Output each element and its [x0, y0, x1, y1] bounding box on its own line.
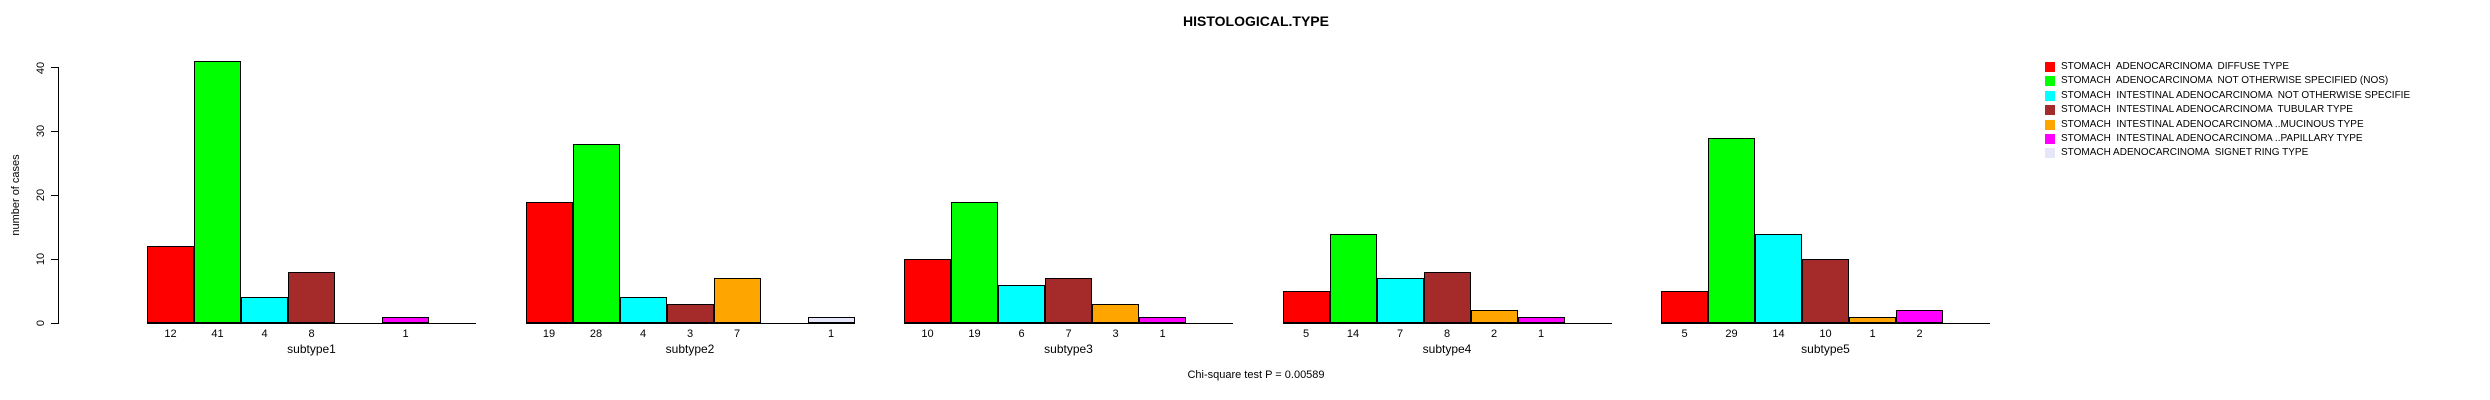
- y-tick-label: 40: [35, 61, 47, 74]
- bar-value-label: 1: [1869, 328, 1876, 340]
- bar-series-1: [1282, 291, 1330, 323]
- bar-value-label: 10: [921, 328, 934, 340]
- bar-series-2: [1708, 138, 1755, 323]
- x-axis-line: [1282, 323, 1612, 324]
- y-axis-label: number of cases: [10, 154, 22, 236]
- bar-series-1: [525, 202, 573, 323]
- chi-square-footnote: Chi-square test P = 0.00589: [1187, 369, 1325, 381]
- bar-value-label: 1: [1537, 328, 1545, 340]
- bar-value-label: 28: [589, 328, 603, 340]
- x-axis-line: [147, 323, 476, 324]
- bar-series-4: [666, 304, 714, 323]
- bar-series-2: [572, 144, 620, 323]
- bar-value-label: 19: [968, 328, 981, 340]
- bar-series-4: [288, 272, 335, 323]
- y-tick-mark: [51, 258, 58, 260]
- bar-value-label: 8: [1443, 328, 1451, 340]
- legend-label: STOMACH INTESTINAL ADENOCARCINOMA TUBULA…: [2061, 104, 2353, 116]
- subtype-label: subtype2: [665, 342, 715, 356]
- legend-swatch: [2045, 148, 2055, 159]
- bar-series-3: [241, 297, 288, 323]
- y-axis-line: [58, 67, 59, 324]
- bar-value-label: 41: [211, 328, 224, 340]
- bar-value-label: 4: [261, 328, 268, 340]
- bar-value-label: 12: [164, 328, 177, 340]
- bar-value-label: 4: [639, 328, 647, 340]
- bar-series-3: [1376, 278, 1424, 323]
- y-tick-label: 10: [35, 253, 47, 266]
- legend-label: STOMACH ADENOCARCINOMA SIGNET RING TYPE: [2061, 147, 2309, 159]
- bar-series-7: [807, 317, 855, 323]
- bar-value-label: 6: [1018, 328, 1025, 340]
- legend-label: STOMACH ADENOCARCINOMA DIFFUSE TYPE: [2061, 61, 2289, 72]
- legend-label: STOMACH INTESTINAL ADENOCARCINOMA ..MUCI…: [2061, 118, 2364, 130]
- bar-value-label: 7: [1065, 328, 1072, 340]
- x-axis-line: [525, 323, 855, 324]
- bar-value-label: 7: [733, 328, 741, 340]
- bar-series-4: [1802, 259, 1849, 323]
- x-axis-line: [904, 323, 1233, 324]
- y-tick-mark: [51, 322, 58, 324]
- bar-series-3: [998, 285, 1045, 323]
- legend-swatch: [2045, 90, 2055, 101]
- subtype-label: subtype3: [1044, 342, 1093, 356]
- legend-swatch: [2045, 134, 2055, 144]
- bar-value-label: 14: [1346, 328, 1360, 340]
- bar-series-5: [1849, 317, 1896, 323]
- legend-swatch: [2045, 62, 2055, 72]
- bar-value-label: 3: [1112, 328, 1119, 340]
- bar-value-label: 10: [1819, 328, 1832, 340]
- legend-swatch: [2045, 105, 2055, 116]
- y-tick-label: 0: [35, 319, 47, 327]
- bar-value-label: 19: [542, 328, 556, 340]
- bar-series-3: [1755, 234, 1802, 323]
- bar-series-3: [619, 297, 667, 323]
- bar-value-label: 5: [1681, 328, 1688, 340]
- bar-series-2: [1329, 234, 1377, 323]
- bar-value-label: 14: [1772, 328, 1785, 340]
- bar-value-label: 1: [402, 328, 409, 340]
- bar-value-label: 2: [1916, 328, 1923, 340]
- bar-value-label: 1: [827, 328, 835, 340]
- bar-value-label: 8: [308, 328, 315, 340]
- chart-title: HISTOLOGICAL.TYPE: [1183, 13, 1329, 29]
- bar-series-2: [194, 61, 241, 323]
- subtype-label: subtype4: [1422, 342, 1472, 356]
- legend-label: STOMACH INTESTINAL ADENOCARCINOMA ..PAPI…: [2061, 133, 2363, 144]
- bar-value-label: 2: [1490, 328, 1498, 340]
- bar-series-6: [1139, 317, 1186, 323]
- y-tick-mark: [51, 130, 58, 132]
- bar-series-6: [1517, 317, 1565, 323]
- y-tick-label: 30: [35, 125, 47, 138]
- bar-series-6: [382, 317, 429, 323]
- bar-value-label: 5: [1302, 328, 1310, 340]
- bar-value-label: 29: [1725, 328, 1738, 340]
- bar-series-2: [951, 202, 998, 323]
- y-tick-mark: [51, 194, 58, 196]
- bar-series-1: [904, 259, 951, 323]
- legend-swatch: [2045, 119, 2055, 130]
- bar-series-4: [1423, 272, 1471, 323]
- bar-series-6: [1896, 310, 1943, 323]
- bar-series-5: [1470, 310, 1518, 323]
- y-tick-label: 20: [35, 189, 47, 202]
- legend-label: STOMACH ADENOCARCINOMA NOT OTHERWISE SPE…: [2061, 75, 2389, 87]
- bar-value-label: 1: [1159, 328, 1166, 340]
- subtype-label: subtype5: [1801, 342, 1850, 356]
- x-axis-line: [1661, 323, 1990, 324]
- bar-series-1: [1661, 291, 1708, 323]
- bar-value-label: 7: [1396, 328, 1404, 340]
- bar-value-label: 3: [686, 328, 694, 340]
- legend-label: STOMACH INTESTINAL ADENOCARCINOMA NOT OT…: [2061, 89, 2411, 101]
- bar-series-1: [147, 246, 194, 323]
- bar-series-4: [1045, 278, 1092, 323]
- subtype-label: subtype1: [287, 342, 336, 356]
- y-tick-mark: [51, 67, 58, 68]
- bar-series-5: [1092, 304, 1139, 323]
- bar-series-5: [713, 278, 761, 323]
- legend-swatch: [2045, 76, 2055, 87]
